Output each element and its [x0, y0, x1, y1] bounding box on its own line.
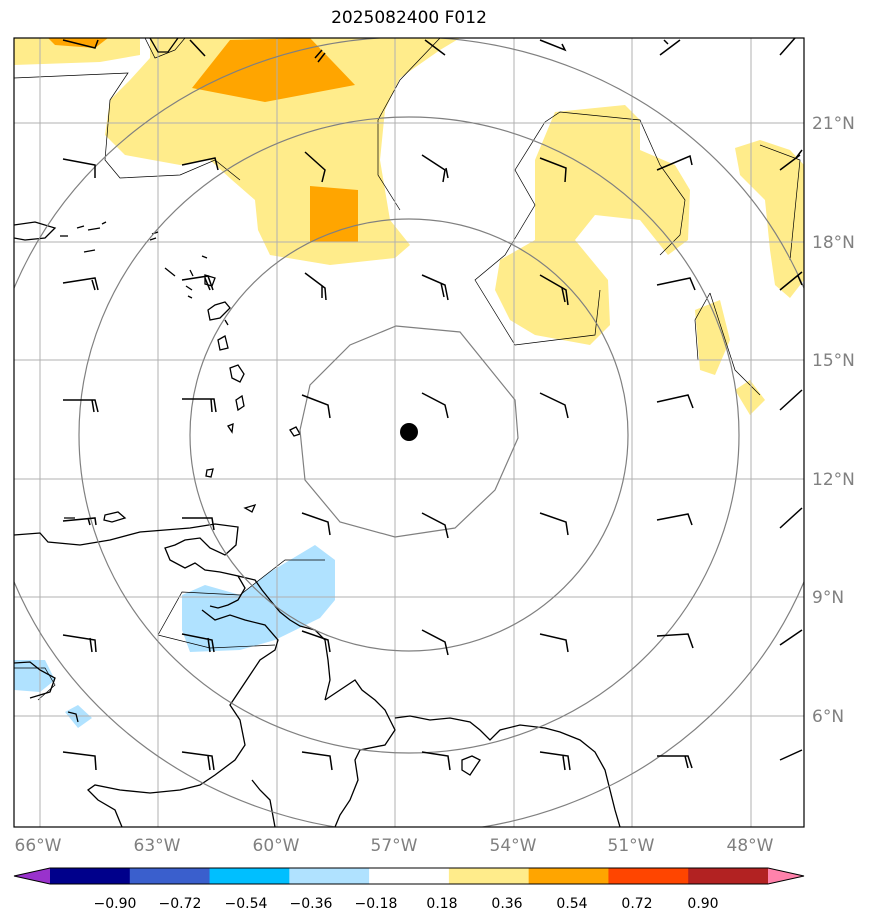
colorbar-outline — [13, 867, 805, 885]
storm-center-dot — [400, 423, 418, 441]
colorbar-tick: −0.54 — [225, 896, 268, 912]
lon-label: 48°W — [727, 836, 774, 856]
lat-label: 18°N — [812, 233, 855, 253]
map-title: 2025082400 F012 — [331, 8, 487, 28]
colorbar-tick: −0.18 — [355, 896, 398, 912]
range-rings — [14, 38, 804, 827]
colorbar-segment — [209, 868, 290, 884]
colorbar-segment — [528, 868, 609, 884]
colorbar-segment — [369, 868, 450, 884]
colorbar-tick: −0.90 — [94, 896, 137, 912]
colorbar-segment — [50, 868, 131, 884]
colorbar-extend-high — [768, 868, 804, 884]
lon-label: 60°W — [253, 836, 300, 856]
shaded-negative-field — [14, 545, 335, 728]
wind-barbs — [62, 38, 803, 771]
lat-label: 15°N — [812, 351, 855, 371]
colorbar-segment — [289, 868, 370, 884]
colorbar-segment — [688, 868, 769, 884]
coastlines — [14, 38, 621, 827]
colorbar-tick: −0.72 — [159, 896, 202, 912]
lon-label: 51°W — [608, 836, 655, 856]
colorbar-segment — [448, 868, 530, 884]
colorbar-tick: 0.54 — [556, 896, 587, 912]
lat-label: 21°N — [812, 114, 855, 134]
map-area — [14, 38, 804, 827]
lon-label: 66°W — [15, 836, 62, 856]
map-frame — [13, 37, 805, 828]
colorbar-tick: 0.18 — [426, 896, 457, 912]
colorbar-tick: 0.90 — [687, 896, 718, 912]
colorbar-tick: 0.36 — [491, 896, 522, 912]
lon-label: 63°W — [134, 836, 181, 856]
colorbar-tick: 0.72 — [621, 896, 652, 912]
lat-label: 9°N — [812, 588, 844, 608]
lat-label: 12°N — [812, 470, 855, 490]
colorbar-segment — [608, 868, 689, 884]
shaded-positive-field — [14, 38, 804, 415]
colorbar — [13, 867, 805, 885]
colorbar-tick: −0.36 — [290, 896, 333, 912]
colorbar-extend-low — [14, 868, 50, 884]
colorbar-tick-labels: −0.90 −0.72 −0.54 −0.36 −0.18 0.18 0.36 … — [94, 896, 719, 912]
lon-label: 54°W — [490, 836, 537, 856]
lon-label: 57°W — [371, 836, 418, 856]
longitude-labels: 66°W 63°W 60°W 57°W 54°W 51°W 48°W — [15, 836, 774, 856]
colorbar-segment — [129, 868, 211, 884]
latitude-labels: 21°N 18°N 15°N 12°N 9°N 6°N — [812, 114, 855, 727]
lat-label: 6°N — [812, 707, 844, 727]
